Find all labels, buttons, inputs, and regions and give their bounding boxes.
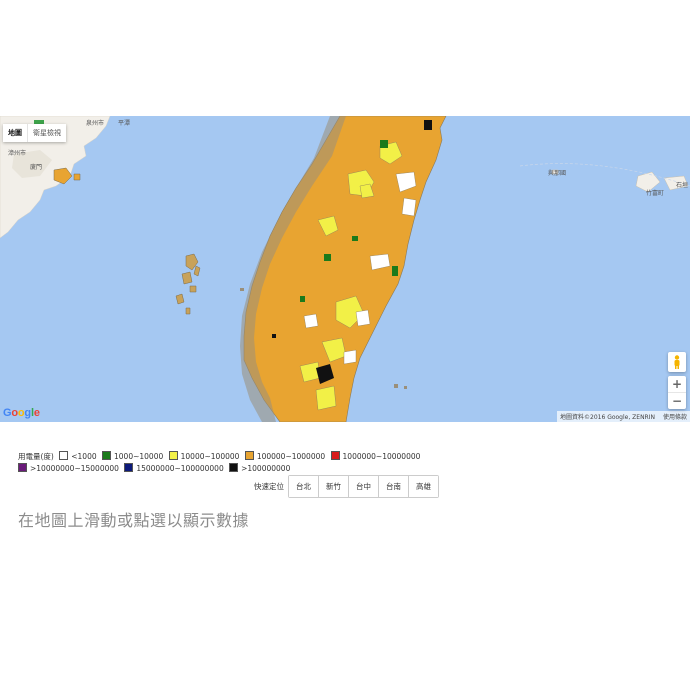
legend-label: >10000000~15000000 xyxy=(30,464,119,473)
legend-swatch xyxy=(244,451,254,460)
legend-swatch xyxy=(18,463,27,472)
legend-label: >100000000 xyxy=(241,464,291,473)
islet xyxy=(394,384,398,388)
zoom-in-button[interactable]: + xyxy=(671,377,683,391)
place-label: 竹富町 xyxy=(646,190,665,197)
ferry-route xyxy=(519,163,690,187)
islet xyxy=(404,386,407,389)
legend-item: 100000~1000000 xyxy=(244,451,326,463)
legend-label: 1000000~10000000 xyxy=(342,452,421,461)
hint-text: 在地圖上滑動或點選以顯示數據 xyxy=(18,511,250,530)
legend-item: 10000~100000 xyxy=(168,451,240,463)
zoom-control: + − xyxy=(668,376,686,409)
quick-locate: 快速定位 台北 新竹 台中 台南 高雄 xyxy=(254,475,439,498)
city-button-tainan[interactable]: 台南 xyxy=(378,476,408,497)
place-label: 漳州市 xyxy=(8,150,27,157)
legend-swatch xyxy=(59,451,69,460)
map-canvas[interactable]: 地圖 衛星檢視 泉州市 漳州市 廈門 平潭 與那國 石垣 竹富町 Google … xyxy=(0,116,690,422)
place-label: 泉州市 xyxy=(86,120,105,127)
highway-shield xyxy=(34,120,44,125)
legend-label: <1000 xyxy=(71,452,97,461)
legend-swatch xyxy=(102,451,112,460)
satellite-button[interactable]: 衛星檢視 xyxy=(27,124,66,142)
place-label: 石垣 xyxy=(676,182,689,189)
yaeyama-islands xyxy=(551,169,689,193)
legend-item: 1000~10000 xyxy=(102,451,163,463)
city-button-taipei[interactable]: 台北 xyxy=(289,476,318,497)
legend-label: 15000000~100000000 xyxy=(136,464,224,473)
mainland-urban xyxy=(12,150,52,178)
city-button-group: 台北 新竹 台中 台南 高雄 xyxy=(288,475,439,498)
place-label: 與那國 xyxy=(548,170,567,177)
place-label: 廈門 xyxy=(30,164,43,171)
legend-item: 1000000~10000000 xyxy=(330,451,421,463)
map-button[interactable]: 地圖 xyxy=(3,124,27,142)
google-logo: Google xyxy=(3,407,40,419)
zoom-out-button[interactable]: − xyxy=(668,392,686,409)
legend-swatch xyxy=(229,463,239,472)
yellow-districts xyxy=(299,141,403,411)
city-button-kaohsiung[interactable]: 高雄 xyxy=(408,476,438,497)
legend-label: 100000~1000000 xyxy=(256,452,326,461)
street-view-pegman[interactable] xyxy=(668,352,686,372)
black-districts xyxy=(272,120,432,384)
legend-item: >100000000 xyxy=(229,463,290,475)
map-base xyxy=(0,116,690,422)
west-coast-dense xyxy=(240,116,346,422)
legend-swatch xyxy=(168,451,178,460)
taiwan-island xyxy=(243,116,447,422)
green-districts xyxy=(300,140,398,302)
city-button-hsinchu[interactable]: 新竹 xyxy=(318,476,348,497)
legend-swatch xyxy=(330,451,340,460)
map-attribution: 地圖資料©2016 Google, ZENRIN 使用條款 xyxy=(557,411,690,422)
legend-title: 用電量(度) xyxy=(18,452,54,461)
islet xyxy=(240,288,244,291)
legend-label: 1000~10000 xyxy=(114,452,164,461)
white-districts xyxy=(303,171,417,365)
attribution-text: 地圖資料©2016 Google, ZENRIN xyxy=(560,414,655,421)
quick-locate-label: 快速定位 xyxy=(254,482,284,491)
legend-item: >10000000~15000000 xyxy=(18,463,119,475)
legend: 用電量(度) <1000 1000~10000 10000~100000 100… xyxy=(18,451,438,475)
legend-label: 10000~100000 xyxy=(180,452,240,461)
pegman-icon xyxy=(674,355,680,369)
kinmen-islands xyxy=(53,167,81,185)
map-type-control: 地圖 衛星檢視 xyxy=(3,124,66,142)
legend-item: <1000 xyxy=(59,451,97,463)
terms-link[interactable]: 使用條款 xyxy=(662,414,687,421)
place-label: 平潭 xyxy=(118,120,131,127)
city-button-taichung[interactable]: 台中 xyxy=(348,476,378,497)
penghu-islands xyxy=(175,253,201,315)
legend-swatch xyxy=(124,463,134,472)
legend-item: 15000000~100000000 xyxy=(124,463,224,475)
